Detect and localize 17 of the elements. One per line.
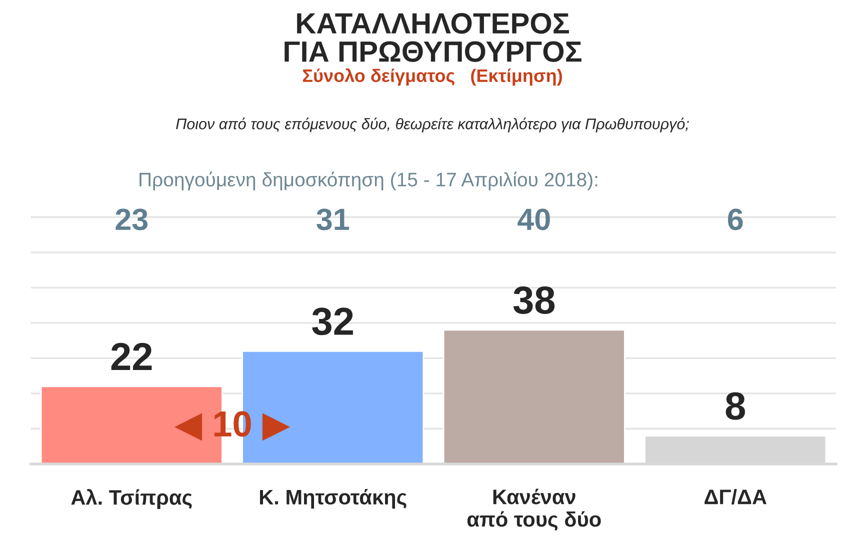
text: Προηγούμενη δημοσκόπηση (15 - 17 Απριλίου 2018): [140,172,598,190]
text: 31 [316,208,350,230]
bar [442,329,626,464]
x-tick-label: Κανέναν από τους δύο [467,488,601,531]
data-label: 38 [513,286,555,314]
x-tick-label: Αλ. Τσίπρας [71,489,192,509]
text: Ποιον από τους επόμενους δύο, θεωρείτε καταλληλότερο για Πρωθυπουργό; [176,118,689,132]
data-label: 22 [111,342,152,370]
text: 6 [728,208,743,230]
x-tick-label: Κ. Μητσοτάκης [260,488,406,509]
chart-title: ΚΑΤΑΛΛΗΛΟΤΕΡΟΣ ΓΙΑ ΠΡΩΘΥΠΟΥΡΓΟΣ [284,13,582,62]
data-label: 32 [312,308,353,336]
text: 40 [518,208,550,230]
x-tick-label: ΔΓ/ΔΑ [704,489,766,505]
chart-subtitle: Σύνολο δείγματος (Εκτίμηση) [302,68,562,86]
text: 23 [116,208,148,230]
data-label: 8 [726,392,745,420]
